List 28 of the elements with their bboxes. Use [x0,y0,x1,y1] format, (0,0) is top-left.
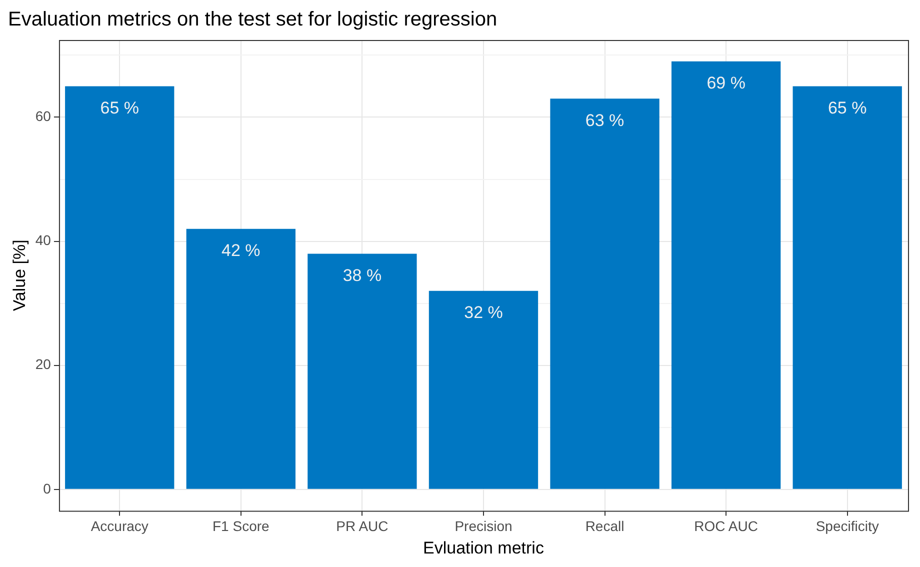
x-tick-label: Specificity [816,518,879,534]
data-label: 65 % [828,98,867,118]
x-tick-label: Accuracy [90,518,148,534]
data-label: 69 % [706,74,746,93]
bar [428,290,538,489]
bar [792,86,902,489]
x-tick-label: F1 Score [212,518,270,534]
data-label: 38 % [342,266,382,285]
y-tick-label: 20 [35,356,52,372]
chart-title: Evaluation metrics on the test set for logistic regression [8,8,498,31]
data-label: 32 % [464,303,503,322]
x-axis-title: Evluation metric [423,538,544,558]
x-tick-label: Precision [454,518,512,534]
data-label: 65 % [100,98,139,118]
x-tick-label: ROC AUC [694,518,758,534]
bar [550,98,660,489]
y-tick-label: 40 [35,232,52,248]
bar [186,228,296,489]
y-tick-label: 60 [35,108,52,124]
bar [308,254,417,489]
y-axis-title: Value [%] [10,240,29,312]
x-tick-label: PR AUC [336,518,388,534]
bar [671,61,781,489]
data-label: 63 % [585,110,624,130]
data-label: 42 % [222,241,260,260]
x-tick-label: Recall [585,518,624,534]
y-tick-label: 0 [43,480,52,496]
bar [65,86,174,489]
